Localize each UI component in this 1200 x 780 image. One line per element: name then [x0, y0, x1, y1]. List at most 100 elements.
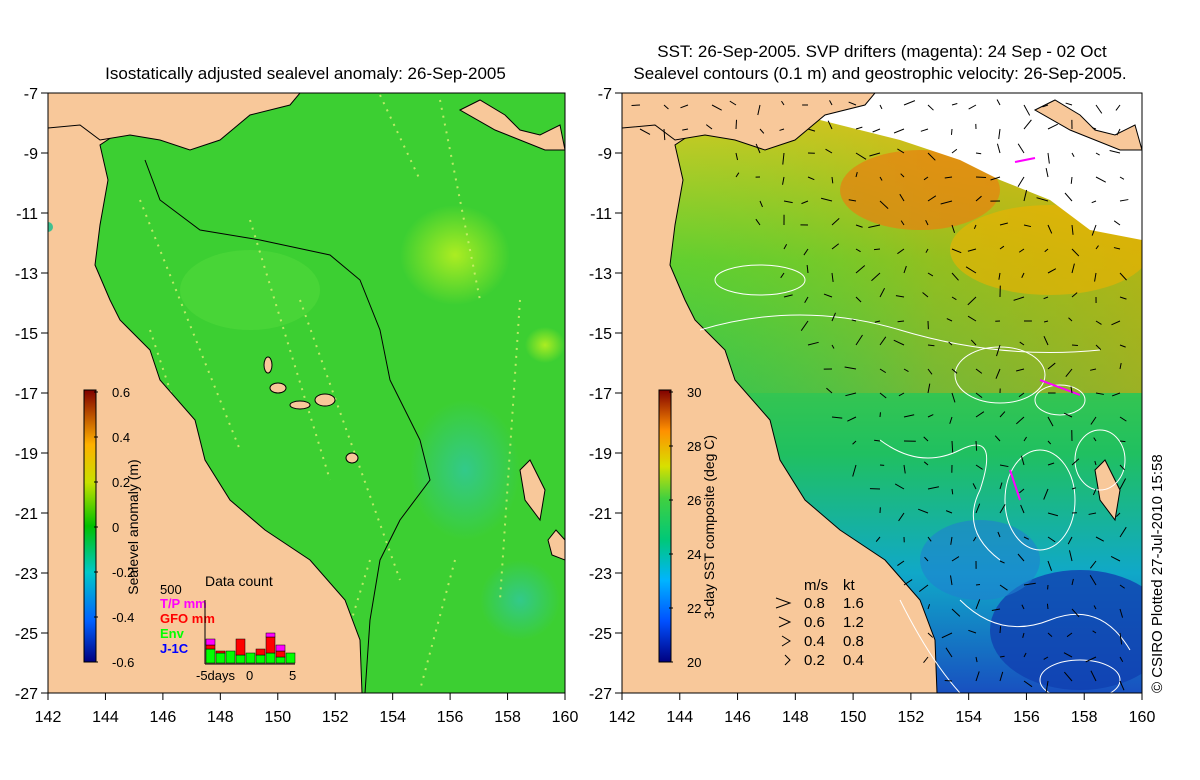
- velocity-arrow: [1047, 560, 1053, 571]
- y-tick-label: -27: [15, 686, 38, 703]
- shelf-contour: [144, 159, 431, 693]
- velocity-arrow: [999, 504, 1006, 514]
- count-tick-0: 0: [246, 668, 253, 683]
- colorbar-tick-label: 0.2: [112, 475, 130, 490]
- velocity-arrow: [927, 195, 937, 202]
- x-tick-label: 142: [35, 709, 62, 726]
- velocity-arrow: [951, 440, 954, 453]
- velocity-arrow: [879, 200, 889, 210]
- velocity-arrow: [1019, 488, 1025, 494]
- velocity-arrow: [1115, 104, 1121, 111]
- velocity-arrow: [995, 368, 1001, 379]
- y-tick-label: -13: [15, 266, 38, 283]
- data-count-title: Data count: [205, 573, 273, 589]
- velocity-arrow: [951, 148, 958, 154]
- velocity-arrow: [1111, 392, 1121, 397]
- velocity-arrow: [1093, 605, 1097, 610]
- velocity-arrow: [855, 296, 862, 303]
- y-tick-label: -21: [589, 506, 612, 523]
- velocity-arrow: [951, 488, 954, 495]
- velocity-arrow: [1063, 652, 1073, 658]
- velocity-arrow: [1043, 336, 1049, 346]
- velocity-arrow: [1042, 104, 1049, 108]
- velocity-arrow: [897, 148, 905, 154]
- y-tick-label: -7: [598, 86, 612, 103]
- sealevel-contours: [699, 264, 1131, 693]
- velocity-arrow: [879, 392, 887, 399]
- y-tick-label: -27: [589, 686, 612, 703]
- velocity-arrow: [965, 266, 977, 274]
- velocity-arrow: [951, 103, 958, 106]
- velocity-arrow: [855, 171, 858, 178]
- velocity-arrow: [663, 128, 666, 141]
- velocity-arrow: [855, 334, 863, 346]
- colorbar-tick-label: 0.6: [112, 385, 130, 400]
- velocity-arrow: [1023, 189, 1028, 202]
- velocity-arrow: [1095, 320, 1102, 325]
- velocity-arrow: [895, 295, 905, 298]
- count-tick-minus5: -5days: [196, 668, 236, 683]
- velocity-arrow: [826, 387, 833, 394]
- velocity-arrow: [1119, 478, 1127, 490]
- velocity-arrow: [972, 536, 977, 542]
- velocity-arrow: [831, 312, 836, 322]
- velocity-arrow: [1036, 197, 1049, 202]
- velocity-arrow: [897, 320, 905, 323]
- velocity-key-kt: 0.4: [843, 652, 864, 669]
- x-tick-label: 148: [207, 709, 234, 726]
- velocity-arrow: [950, 128, 953, 135]
- velocity-arrow: [1071, 487, 1076, 490]
- velocity-arrow: [999, 655, 1005, 658]
- velocity-arrow: [829, 100, 833, 106]
- velocity-arrow: [639, 128, 651, 135]
- velocity-arrow: [1047, 152, 1050, 164]
- colorbar-tick-label: 20: [687, 655, 701, 670]
- velocity-arrow: [923, 436, 929, 442]
- velocity-arrow: [945, 647, 953, 658]
- new-guinea-land-right: [622, 93, 876, 151]
- y-tick-label: -19: [589, 446, 612, 463]
- velocity-arrow: [1089, 560, 1097, 569]
- colorbar-tick-label: 24: [687, 547, 701, 562]
- velocity-arrow: [951, 296, 957, 301]
- velocity-arrow: [1090, 670, 1097, 682]
- velocity-arrow: [940, 200, 953, 205]
- y-tick-label: -13: [589, 266, 612, 283]
- colorbar-tick-label: -0.6: [112, 655, 134, 670]
- x-tick-label: 160: [552, 709, 579, 726]
- velocity-arrow: [852, 464, 857, 477]
- velocity-arrow: [855, 248, 861, 253]
- velocity-arrow: [1045, 167, 1049, 178]
- velocity-arrow: [1023, 104, 1031, 116]
- velocity-arrow: [705, 124, 713, 130]
- velocity-arrow: [831, 176, 834, 184]
- cloud-mask: [780, 93, 1142, 240]
- velocity-arrow: [968, 104, 977, 110]
- velocity-arrow: [950, 575, 953, 586]
- velocity-arrow: [1109, 150, 1121, 154]
- y-tick-label: -11: [16, 206, 38, 223]
- legend-tp: T/P mm: [160, 596, 207, 611]
- velocity-arrow: [1047, 362, 1056, 370]
- velocity-arrow: [1065, 368, 1073, 378]
- velocity-arrow: [780, 272, 785, 279]
- velocity-arrow: [1064, 192, 1073, 202]
- plot-credit: © CSIRO Plotted 27-Jul-2010 15:58: [1149, 454, 1166, 693]
- velocity-arrow: [855, 265, 866, 274]
- legend-gfo: GFO mm: [160, 611, 215, 626]
- velocity-arrow: [927, 272, 934, 277]
- sst-colorbar: [658, 389, 672, 663]
- velocity-arrow: [1119, 199, 1129, 202]
- velocity-arrow: [1017, 143, 1025, 154]
- velocity-arrow: [682, 128, 689, 131]
- velocity-arrow: [801, 200, 809, 205]
- y-tick-label: -17: [15, 386, 38, 403]
- y-tick-label: -15: [589, 326, 612, 343]
- new-guinea-land: [48, 93, 301, 151]
- velocity-arrow: [1095, 152, 1100, 156]
- velocity-arrow: [999, 411, 1006, 418]
- velocity-arrow: [898, 512, 905, 522]
- velocity-arrow: [900, 220, 905, 226]
- data-count-bar: [245, 652, 256, 664]
